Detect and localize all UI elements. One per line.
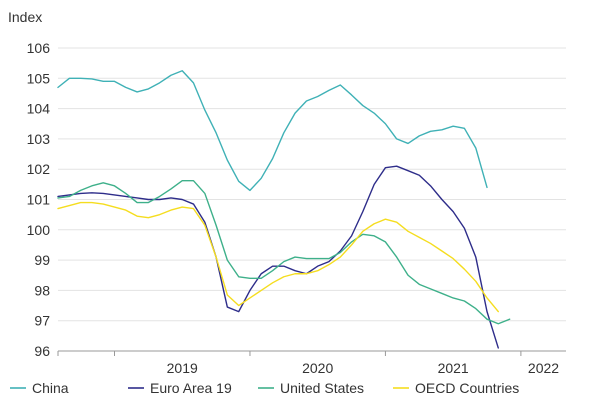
x-tick-label-2021: 2021 — [438, 360, 469, 376]
y-tick-label-100: 100 — [27, 222, 51, 238]
legend-label-oecd-countries: OECD Countries — [415, 380, 519, 396]
x-tick-label-2019: 2019 — [167, 360, 198, 376]
y-tick-label-98: 98 — [34, 282, 50, 298]
y-tick-label-101: 101 — [27, 192, 51, 208]
legend-label-china: China — [32, 380, 69, 396]
y-tick-label-97: 97 — [34, 313, 50, 329]
series-line-oecd-countries — [57, 201, 499, 313]
x-tick-label-2020: 2020 — [302, 360, 333, 376]
gridlines — [58, 47, 566, 352]
x-tick-label-2022: 2022 — [528, 360, 559, 376]
legend: China Euro Area 19 United States OECD Count… — [10, 380, 519, 396]
series-line-united-states — [57, 180, 511, 325]
legend-label-euro-area-19: Euro Area 19 — [150, 380, 232, 396]
series-lines — [57, 70, 511, 349]
y-tick-label-104: 104 — [27, 101, 51, 117]
x-axis-labels: 2019 2020 2021 2022 — [167, 360, 560, 376]
series-line-china — [57, 70, 488, 192]
y-tick-label-103: 103 — [27, 131, 51, 147]
y-axis-unit-label: Index — [8, 9, 42, 25]
y-axis-labels: 96 97 98 99 100 101 102 103 104 105 106 — [27, 40, 51, 359]
y-tick-label-106: 106 — [27, 40, 51, 56]
y-tick-label-102: 102 — [27, 161, 51, 177]
y-tick-label-96: 96 — [34, 343, 50, 359]
y-tick-label-99: 99 — [34, 252, 50, 268]
x-axis — [57, 350, 566, 356]
legend-label-united-states: United States — [280, 380, 364, 396]
y-tick-label-105: 105 — [27, 70, 51, 86]
